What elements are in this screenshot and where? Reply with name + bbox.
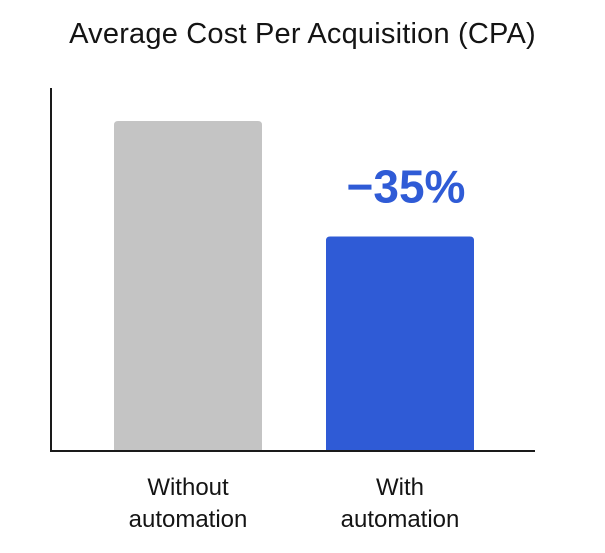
- x-tick-label: automation: [129, 506, 248, 533]
- x-tick-label: Without: [147, 474, 229, 501]
- x-tick-label: With: [376, 474, 424, 501]
- x-tick-label: automation: [341, 506, 460, 533]
- bar-without-automation: [114, 121, 262, 451]
- chart-title: Average Cost Per Acquisition (CPA): [69, 18, 536, 50]
- change-annotation-label: −35%: [347, 161, 466, 213]
- bar-with-automation: [326, 236, 474, 451]
